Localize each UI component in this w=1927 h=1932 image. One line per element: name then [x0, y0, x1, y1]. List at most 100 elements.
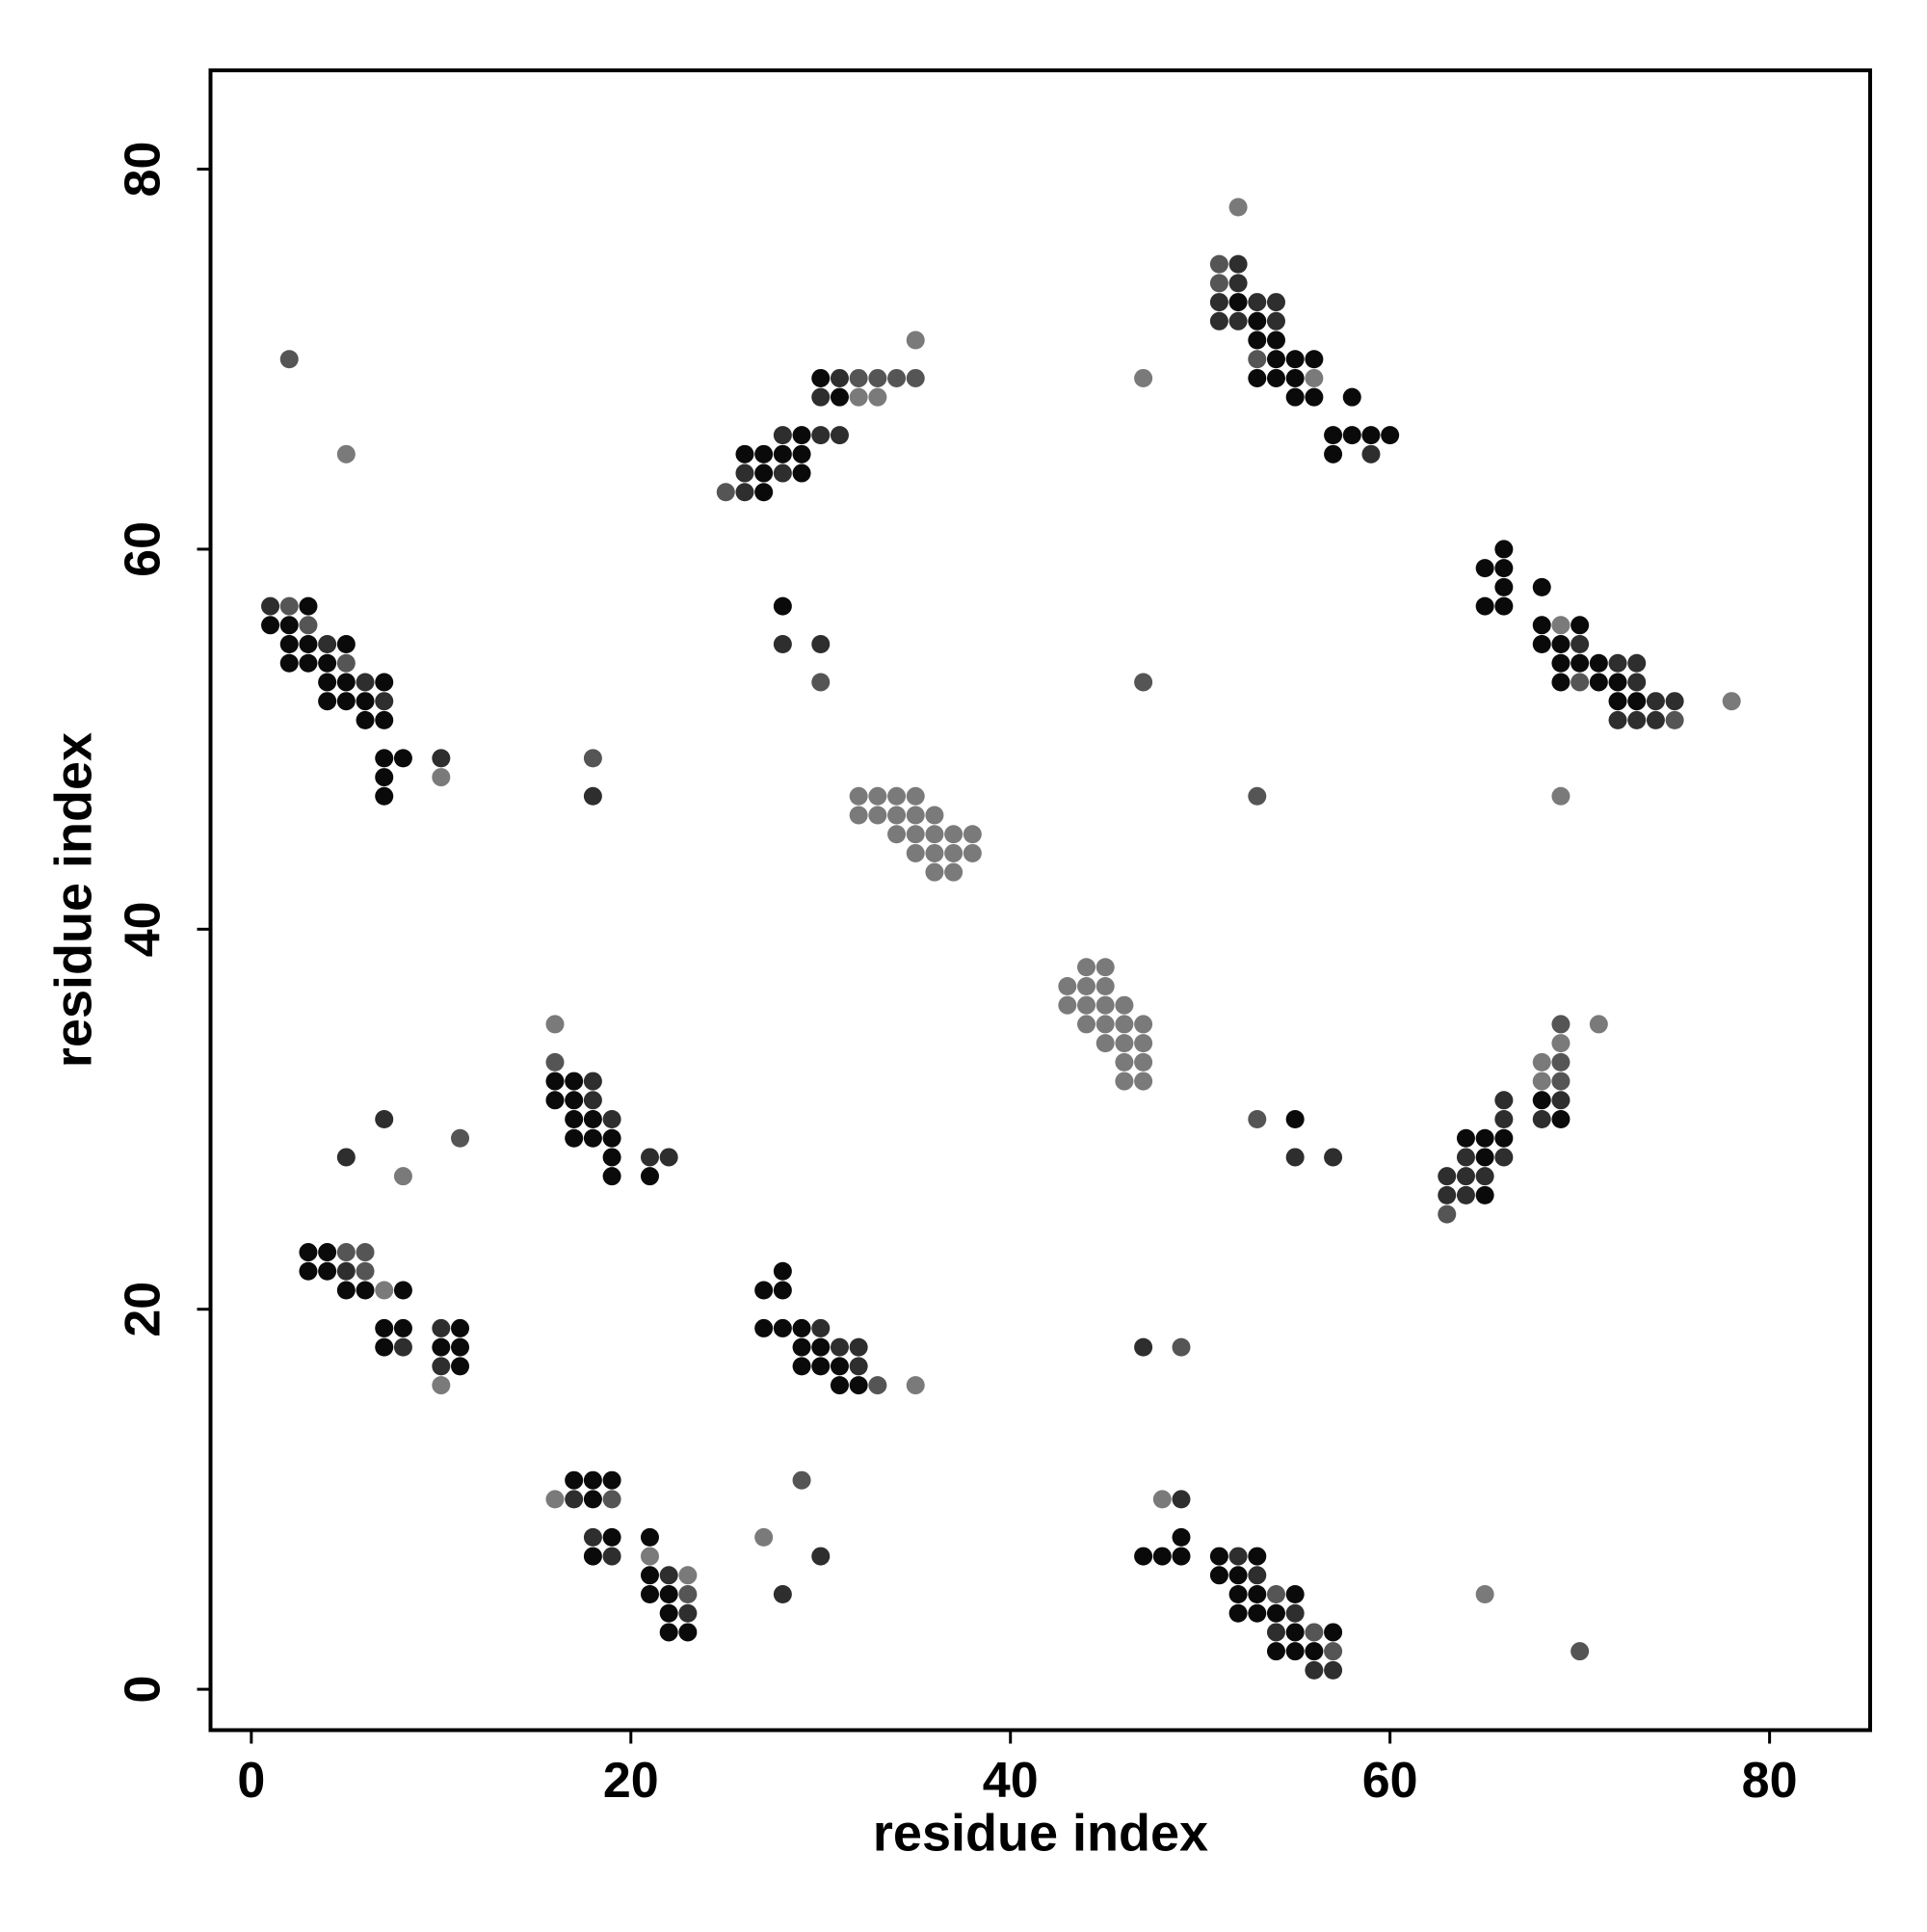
point	[393, 1318, 412, 1337]
point	[336, 444, 356, 463]
point	[393, 1167, 412, 1186]
point	[356, 1261, 375, 1281]
point	[1285, 368, 1305, 387]
point	[432, 749, 451, 768]
point	[1248, 1603, 1267, 1623]
point	[1266, 331, 1285, 350]
point	[1551, 1015, 1571, 1034]
point	[565, 1490, 584, 1509]
point	[1551, 1072, 1571, 1091]
point	[1324, 426, 1343, 445]
point	[356, 1281, 375, 1300]
point	[887, 368, 907, 387]
point	[1456, 1185, 1475, 1204]
point	[1095, 976, 1115, 995]
point	[1722, 692, 1741, 711]
point	[1077, 958, 1096, 977]
point	[1095, 1034, 1115, 1053]
point	[1475, 1148, 1494, 1167]
point	[1532, 1072, 1551, 1091]
point	[1361, 444, 1381, 463]
point	[1665, 692, 1684, 711]
point	[261, 616, 280, 635]
point	[1134, 1547, 1153, 1566]
point	[565, 1110, 584, 1129]
point	[811, 426, 831, 445]
point	[1571, 635, 1590, 654]
point	[1095, 995, 1115, 1015]
point	[1285, 1585, 1305, 1604]
point	[375, 749, 394, 768]
point	[1475, 559, 1494, 578]
point	[640, 1566, 659, 1585]
point	[602, 1148, 621, 1167]
point	[887, 825, 907, 844]
point	[1551, 1110, 1571, 1129]
point	[1342, 426, 1361, 445]
point	[811, 1547, 831, 1566]
point	[659, 1603, 678, 1623]
point	[868, 368, 887, 387]
point	[1381, 426, 1400, 445]
point	[318, 635, 337, 654]
point	[432, 1337, 451, 1357]
point	[583, 786, 602, 806]
point	[1095, 958, 1115, 977]
point	[1152, 1547, 1172, 1566]
point	[1494, 559, 1514, 578]
point	[773, 1585, 792, 1604]
point	[1571, 653, 1590, 673]
point	[1266, 1585, 1285, 1604]
point	[375, 710, 394, 729]
point	[1209, 311, 1228, 331]
point	[640, 1167, 659, 1186]
point	[583, 1128, 602, 1148]
point	[1305, 387, 1324, 407]
point	[279, 596, 299, 616]
point	[279, 635, 299, 654]
point	[1532, 635, 1551, 654]
point	[336, 1148, 356, 1167]
point	[1266, 1642, 1285, 1661]
point	[432, 1318, 451, 1337]
point	[1228, 311, 1248, 331]
point	[356, 710, 375, 729]
point	[1627, 692, 1647, 711]
point	[773, 444, 792, 463]
point	[1285, 1148, 1305, 1167]
point	[1494, 596, 1514, 616]
point	[830, 1337, 849, 1357]
point	[1324, 1148, 1343, 1167]
point	[602, 1527, 621, 1547]
point	[375, 1337, 394, 1357]
point	[356, 673, 375, 692]
point	[849, 368, 868, 387]
point	[583, 1490, 602, 1509]
point	[944, 862, 964, 882]
point	[602, 1547, 621, 1566]
point	[1571, 673, 1590, 692]
point	[1285, 1623, 1305, 1642]
point	[261, 596, 280, 616]
point	[451, 1318, 470, 1337]
point	[299, 1261, 318, 1281]
point	[849, 1357, 868, 1376]
point	[583, 1470, 602, 1490]
point	[1532, 616, 1551, 635]
point	[773, 1261, 792, 1281]
point	[792, 444, 811, 463]
y-axis-title: residue index	[44, 732, 102, 1068]
point	[1248, 1566, 1267, 1585]
point	[1551, 635, 1571, 654]
point	[773, 596, 792, 616]
point	[1172, 1490, 1191, 1509]
point	[1152, 1490, 1172, 1509]
point	[299, 1243, 318, 1262]
point	[356, 1243, 375, 1262]
point	[565, 1128, 584, 1148]
point	[1266, 311, 1285, 331]
point	[1551, 616, 1571, 635]
point	[1228, 274, 1248, 293]
point	[299, 653, 318, 673]
point	[1115, 1052, 1134, 1072]
